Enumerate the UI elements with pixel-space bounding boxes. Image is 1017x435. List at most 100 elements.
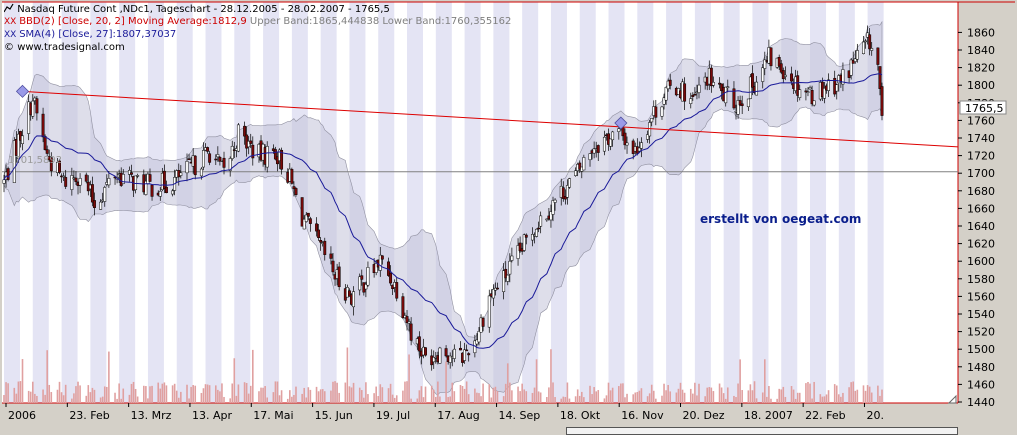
copyright-icon: © <box>4 42 14 53</box>
resize-corner-icon[interactable] <box>947 394 957 404</box>
x-tick-label: 14. Sep <box>499 409 541 422</box>
bbd-toggle[interactable]: XX <box>4 17 17 27</box>
volume-bar <box>811 398 813 403</box>
candle-body <box>27 101 31 134</box>
volume-bar <box>517 386 519 403</box>
volume-bar <box>437 381 439 403</box>
time-scrollbar[interactable] <box>566 427 958 435</box>
candle-body <box>107 178 111 186</box>
volume-bar <box>605 395 608 403</box>
last-price-box <box>959 100 1007 115</box>
volume-bar <box>652 390 655 403</box>
volume-bar <box>122 388 125 403</box>
volume-bar <box>108 351 110 403</box>
volume-bar <box>286 398 289 403</box>
volume-bar <box>75 386 77 403</box>
volume-bar <box>422 397 425 403</box>
volume-bar <box>864 390 867 403</box>
volume-bar <box>770 398 772 403</box>
volume-bar <box>650 384 653 403</box>
volume-bar <box>502 396 505 403</box>
volume-bar <box>64 384 67 403</box>
candle-body <box>709 67 713 87</box>
candle-body <box>337 266 341 288</box>
candle-body <box>508 260 512 275</box>
x-tick-label: 20. <box>866 409 884 422</box>
volume-bar <box>646 396 649 403</box>
volume-bar <box>165 385 168 403</box>
volume-bar <box>794 398 797 403</box>
volume-bar <box>42 389 44 403</box>
volume-bar <box>180 391 182 403</box>
candle-body <box>366 267 370 286</box>
volume-bar <box>451 382 454 403</box>
candle-body <box>650 118 654 123</box>
volume-bar <box>293 394 295 403</box>
volume-bar <box>634 392 637 403</box>
volume-bar <box>694 382 696 403</box>
volume-bar <box>237 384 240 403</box>
candle-body <box>134 175 138 191</box>
volume-bar <box>410 398 412 403</box>
volume-bar <box>461 385 464 403</box>
volume-bar <box>607 382 610 403</box>
trend-marker <box>614 116 628 130</box>
volume-bar <box>663 383 665 403</box>
volume-bar <box>807 381 809 403</box>
candle-body <box>763 59 767 69</box>
candle-body <box>841 69 845 85</box>
volume-bar <box>706 387 709 403</box>
candle-body <box>352 291 356 308</box>
volume-bar <box>548 387 550 403</box>
legend-sma-row[interactable]: XX SMA(4) [Close, 27]:1807,37037 <box>4 29 176 41</box>
candle-body <box>206 147 210 152</box>
candle-body <box>347 290 351 297</box>
volume-bar <box>60 392 63 403</box>
volume-bar <box>208 385 211 403</box>
candle-body <box>504 268 508 279</box>
volume-bar <box>564 396 567 403</box>
volume-bar <box>118 383 120 403</box>
volume-bar <box>289 390 291 403</box>
volume-bars <box>3 347 883 403</box>
candle-body <box>438 347 442 364</box>
candle-body <box>62 175 66 178</box>
volume-bar <box>173 383 176 403</box>
candle-body <box>878 66 882 89</box>
volume-bar <box>79 385 81 403</box>
candle-body <box>738 100 742 106</box>
volume-bar <box>523 389 526 403</box>
candle-body <box>199 168 203 177</box>
candle-body <box>648 122 652 137</box>
candle-body <box>247 140 251 148</box>
volume-bar <box>163 382 166 403</box>
bbd-bands-label: Upper Band:1865,444838 Lower Band:1760,3… <box>249 16 512 27</box>
volume-bar <box>827 390 830 403</box>
volume-bar <box>330 390 332 403</box>
volume-bar <box>622 383 624 403</box>
candle-body <box>549 211 553 221</box>
volume-bar <box>151 385 153 403</box>
candle-body <box>228 158 232 171</box>
y-tick-label: 1520 <box>967 326 995 339</box>
y-tick-label: 1820 <box>967 62 995 75</box>
volume-bar <box>467 394 470 403</box>
volume-bar <box>219 391 221 403</box>
legend-bbd-row[interactable]: XX BBD(2) [Close, 20, 2] Moving Average:… <box>4 16 511 28</box>
volume-bar <box>648 393 651 403</box>
candle-body <box>740 103 744 106</box>
volume-bar <box>274 381 277 403</box>
volume-bar <box>665 390 667 403</box>
y-tick-label: 1740 <box>967 132 995 145</box>
scrollbar-thumb[interactable] <box>567 428 957 434</box>
volume-bar <box>833 384 836 403</box>
volume-bar <box>71 398 73 403</box>
volume-bar <box>424 386 427 403</box>
candle-body <box>452 348 456 359</box>
sma-toggle[interactable]: XX <box>4 30 17 40</box>
volume-bar <box>852 381 855 403</box>
candle-body <box>769 47 773 67</box>
candle-body <box>319 240 323 243</box>
candle-body <box>477 330 481 343</box>
candle-body <box>179 172 183 176</box>
